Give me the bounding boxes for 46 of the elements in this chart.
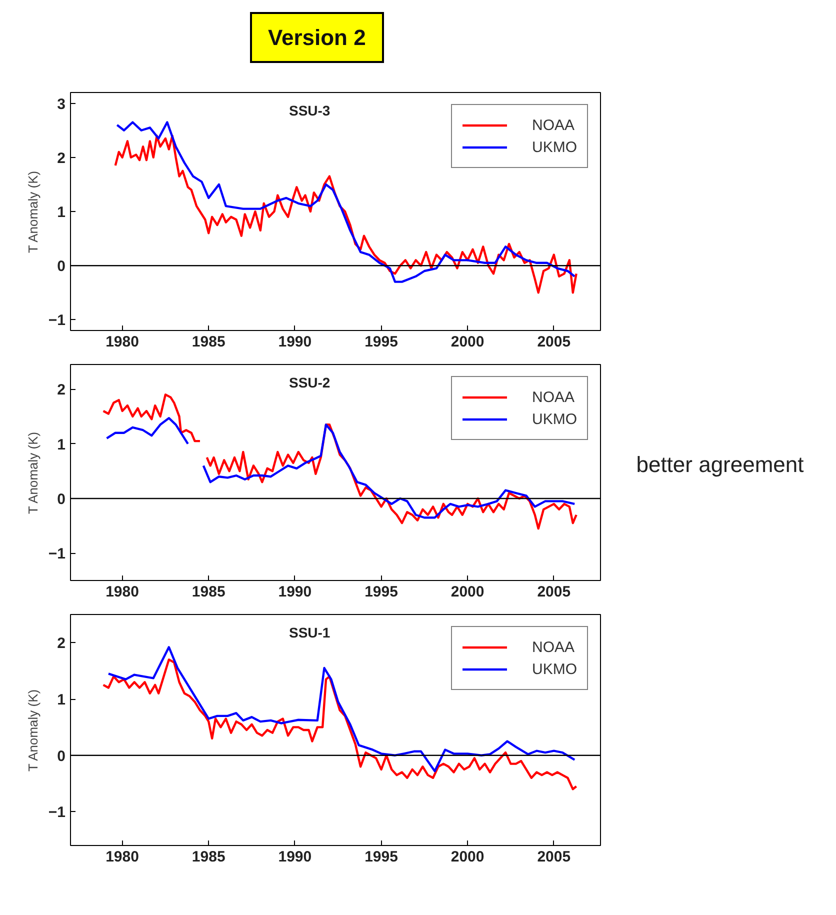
legend-label: UKMO: [532, 138, 577, 156]
x-tick-label: 1995: [364, 334, 398, 351]
legend-label: NOAA: [532, 116, 575, 134]
line-series: [102, 658, 578, 791]
x-tick-label: 1985: [192, 334, 226, 351]
y-tick-label: 2: [57, 150, 66, 168]
legend-label: NOAA: [532, 638, 575, 656]
y-tick-label: 2: [57, 382, 66, 400]
legend-label: UKMO: [532, 660, 577, 678]
text: Version 2: [268, 24, 366, 52]
x-tick-label: 1995: [364, 848, 398, 866]
y-axis-title: T Anomaly (K): [25, 171, 40, 254]
y-tick-label: 1: [57, 436, 66, 454]
x-tick-label: 2005: [537, 584, 571, 601]
y-tick-label: 1: [57, 692, 66, 709]
x-tick-label: 2000: [450, 334, 484, 351]
y-axis-title: T Anomaly (K): [25, 432, 40, 514]
y-tick-label: 3: [57, 96, 66, 114]
y-tick-label: 0: [57, 258, 66, 276]
x-tick-label: 2005: [537, 334, 571, 351]
x-tick-label: 1990: [278, 334, 312, 351]
x-tick-label: 1985: [192, 584, 226, 601]
y-tick-label: −1: [48, 312, 66, 330]
x-tick-label: 1980: [106, 584, 139, 601]
x-tick-label: 1990: [278, 848, 312, 866]
y-tick-label: 1: [57, 204, 66, 222]
x-tick-label: 1990: [278, 584, 312, 601]
text: SSU-3: [288, 102, 330, 119]
y-tick-label: 2: [57, 636, 66, 653]
x-tick-label: 1995: [364, 584, 398, 601]
text: SSU-2: [288, 374, 330, 391]
y-tick-label: 0: [57, 748, 66, 766]
legend-label: UKMO: [532, 410, 577, 428]
y-axis-title: T Anomaly (K): [25, 690, 40, 772]
x-tick-label: 2005: [537, 848, 571, 866]
x-tick-label: 2000: [450, 848, 484, 866]
y-tick-label: −1: [48, 546, 66, 564]
text: SSU-1: [288, 624, 330, 641]
x-tick-label: 1980: [106, 848, 139, 866]
legend-label: NOAA: [532, 388, 575, 406]
x-tick-label: 1980: [106, 334, 139, 351]
text: better agreement: [636, 451, 804, 480]
y-tick-label: 0: [57, 491, 66, 508]
x-tick-label: 2000: [450, 584, 484, 601]
x-tick-label: 1985: [192, 848, 226, 866]
y-tick-label: −1: [48, 804, 66, 822]
